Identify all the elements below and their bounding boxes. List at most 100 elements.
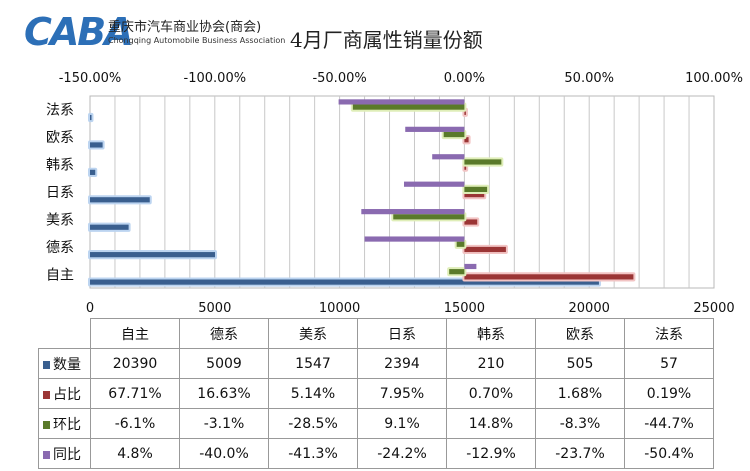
table-cell: 1547 xyxy=(268,348,358,379)
bar-数量 xyxy=(90,279,599,285)
association-logo: CABA 重庆市汽车商业协会(商会) Chongqing Automobile … xyxy=(24,10,286,54)
bottom-axis-tick: 25000 xyxy=(693,301,734,316)
series-label: 同比 xyxy=(38,438,91,469)
category-label: 法系 xyxy=(46,103,74,119)
table-cell: 14.8% xyxy=(446,408,536,439)
table-cell: 0.70% xyxy=(446,378,536,409)
top-axis-tick: -50.00% xyxy=(312,71,366,86)
series-label: 占比 xyxy=(38,378,91,409)
top-axis-tick: 50.00% xyxy=(564,71,614,86)
column-header: 日系 xyxy=(357,318,447,349)
table-cell: -6.1% xyxy=(90,408,180,439)
table-row: 占比 67.71% 16.63% 5.14% 7.95% 0.70% 1.68% 0.19% xyxy=(38,378,714,409)
bottom-axis-tick: 15000 xyxy=(444,301,485,316)
data-table: 自主 德系 美系 日系 韩系 欧系 法系 数量 20390 5009 1547 2394 210 505 5… xyxy=(38,318,714,469)
table-cell: 16.63% xyxy=(179,378,269,409)
bar-环比 xyxy=(456,241,465,247)
bar-同比 xyxy=(403,181,465,187)
column-header: 法系 xyxy=(624,318,714,349)
table-cell: 4.8% xyxy=(90,438,180,469)
table-cell: -12.9% xyxy=(446,438,536,469)
table-row: 环比 -6.1% -3.1% -28.5% 9.1% 14.8% -8.3% -44.7% xyxy=(38,408,714,439)
bar-占比 xyxy=(464,192,485,198)
table-cell: 20390 xyxy=(90,348,180,379)
category-label: 韩系 xyxy=(46,158,74,174)
table-cell: -24.2% xyxy=(357,438,447,469)
bar-占比 xyxy=(464,274,634,280)
bar-环比 xyxy=(393,214,465,220)
table-cell: -28.5% xyxy=(268,408,358,439)
column-header: 美系 xyxy=(268,318,358,349)
table-cell: 9.1% xyxy=(357,408,447,439)
top-axis-tick: -100.00% xyxy=(184,71,247,86)
bar-数量 xyxy=(90,114,92,121)
table-cell: 67.71% xyxy=(90,378,180,409)
legend-swatch xyxy=(43,420,50,429)
table-cell: -23.7% xyxy=(535,438,625,469)
bar-占比 xyxy=(464,219,478,225)
table-cell: 5.14% xyxy=(268,378,358,409)
category-label: 美系 xyxy=(46,212,74,228)
bar-环比 xyxy=(464,159,502,165)
bar-同比 xyxy=(405,126,465,132)
table-cell: -50.4% xyxy=(624,438,714,469)
bar-同比 xyxy=(338,99,465,105)
bar-环比 xyxy=(449,269,465,275)
bar-占比 xyxy=(464,137,469,143)
table-cell: -40.0% xyxy=(179,438,269,469)
bottom-axis-tick: 20000 xyxy=(569,301,610,316)
table-cell: 2394 xyxy=(357,348,447,379)
bar-环比 xyxy=(352,104,465,110)
top-axis-tick: 0.00% xyxy=(444,71,485,86)
top-axis-tick: -150.00% xyxy=(59,71,122,86)
org-name-cn: 重庆市汽车商业协会(商会) xyxy=(108,20,262,35)
top-axis-tick: 100.00% xyxy=(685,71,743,86)
series-label: 环比 xyxy=(38,408,91,439)
column-header: 韩系 xyxy=(446,318,536,349)
table-cell: 7.95% xyxy=(357,378,447,409)
bar-数量 xyxy=(90,252,216,258)
series-name: 环比 xyxy=(53,416,81,433)
series-name: 占比 xyxy=(53,386,81,403)
bar-占比 xyxy=(464,246,506,253)
bar-同比 xyxy=(364,236,465,242)
bar-数量 xyxy=(90,224,129,230)
chart-axes: -150.00% -100.00% -50.00% 0.00% 50.00% 100.00… xyxy=(46,71,743,316)
table-cell: -3.1% xyxy=(179,408,269,439)
table-cell: -41.3% xyxy=(268,438,358,469)
series-label: 数量 xyxy=(38,348,91,379)
chart-bars xyxy=(88,99,636,287)
bar-数量 xyxy=(90,169,96,175)
logo-mark: CABA xyxy=(24,10,134,54)
table-cell: 1.68% xyxy=(535,378,625,409)
category-label: 日系 xyxy=(46,185,74,201)
column-header: 自主 xyxy=(90,318,180,349)
table-cell: 505 xyxy=(535,348,625,379)
table-header-row: 自主 德系 美系 日系 韩系 欧系 法系 xyxy=(39,318,714,349)
org-name-en: Chongqing Automobile Business Associatio… xyxy=(108,36,286,45)
bar-同比 xyxy=(432,154,465,160)
bottom-axis-tick: 5000 xyxy=(198,301,231,316)
legend-swatch xyxy=(43,450,50,459)
table-cell: 210 xyxy=(446,348,536,379)
table-row: 数量 20390 5009 1547 2394 210 505 57 xyxy=(38,348,714,379)
table-cell: 5009 xyxy=(179,348,269,379)
table-cell: 57 xyxy=(624,348,714,379)
bar-环比 xyxy=(443,131,465,138)
bar-同比 xyxy=(464,263,477,270)
bottom-axis-tick: 10000 xyxy=(319,301,360,316)
bar-占比 xyxy=(464,109,466,115)
table-corner xyxy=(39,319,91,349)
chart-canvas: -150.00% -100.00% -50.00% 0.00% 50.00% 100.00… xyxy=(46,71,743,316)
legend-swatch xyxy=(43,390,50,399)
category-label: 德系 xyxy=(46,240,74,256)
category-label: 欧系 xyxy=(46,130,74,146)
bar-环比 xyxy=(464,186,488,192)
column-header: 欧系 xyxy=(535,318,625,349)
chart-title: 4月厂商属性销量份额 xyxy=(290,28,483,52)
bar-占比 xyxy=(464,164,467,170)
series-name: 同比 xyxy=(53,446,81,463)
bar-数量 xyxy=(90,142,103,148)
table-cell: -44.7% xyxy=(624,408,714,439)
table-row: 同比 4.8% -40.0% -41.3% -24.2% -12.9% -23.7% -50.… xyxy=(38,438,714,469)
